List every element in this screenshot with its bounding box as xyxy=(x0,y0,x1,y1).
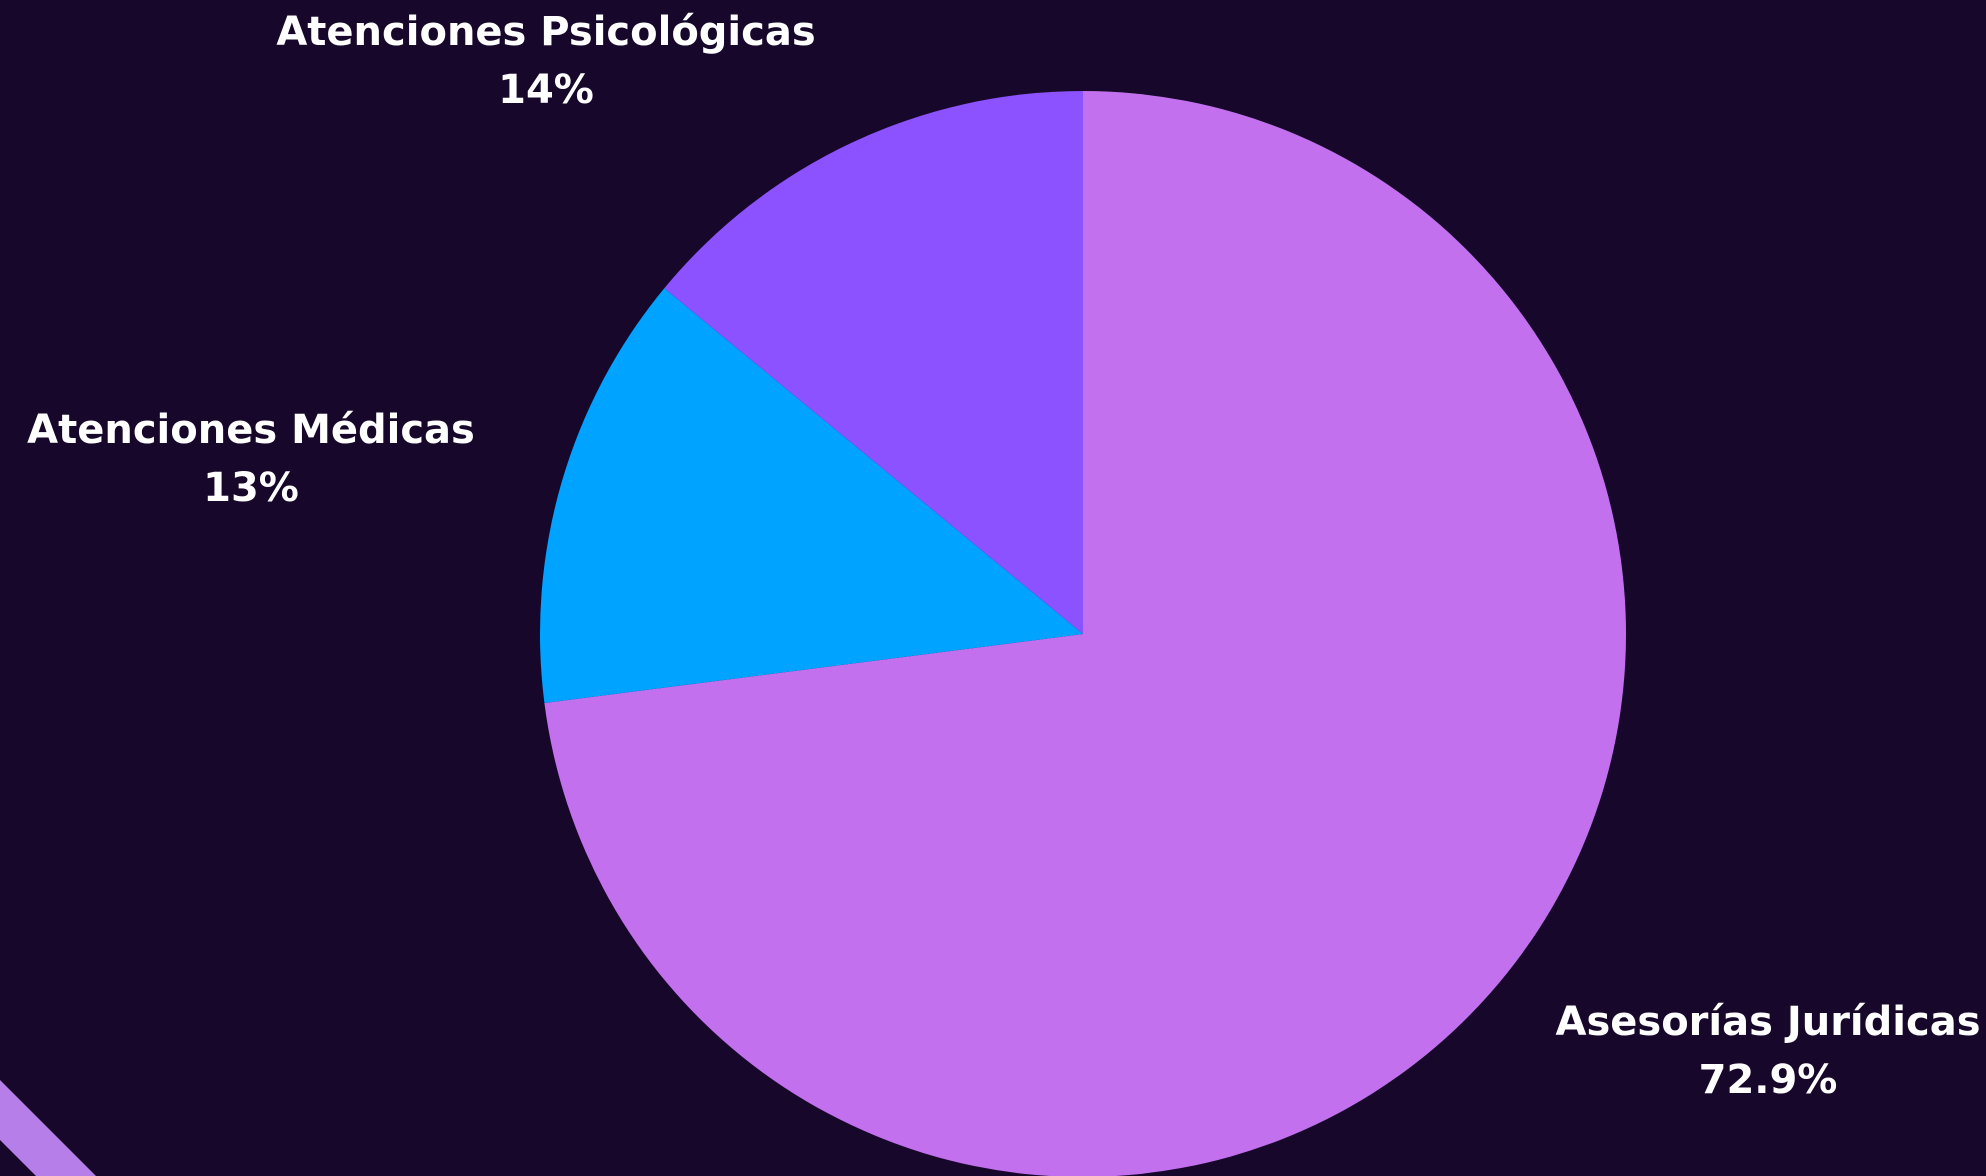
pie-slice-asesorias-juridicas xyxy=(544,91,1626,1176)
pie-slice-atenciones-psicologicas xyxy=(664,91,1083,634)
slice-name: Asesorías Jurídicas xyxy=(1555,999,1981,1045)
slice-label-atenciones-psicologicas: Atenciones Psicológicas 14% xyxy=(276,3,815,119)
slice-percent: 14% xyxy=(498,67,594,113)
pie-slice-atenciones-medicas xyxy=(540,288,1083,703)
slice-name: Atenciones Médicas xyxy=(27,407,475,453)
slice-percent: 13% xyxy=(203,465,299,511)
corner-decoration-stripe xyxy=(0,1080,96,1176)
slice-percent: 72.9% xyxy=(1698,1057,1838,1103)
slice-name: Atenciones Psicológicas xyxy=(276,9,816,55)
slice-label-asesorias-juridicas: Asesorías Jurídicas 72.9% xyxy=(1556,993,1981,1109)
slice-label-atenciones-medicas: Atenciones Médicas 13% xyxy=(27,401,475,517)
